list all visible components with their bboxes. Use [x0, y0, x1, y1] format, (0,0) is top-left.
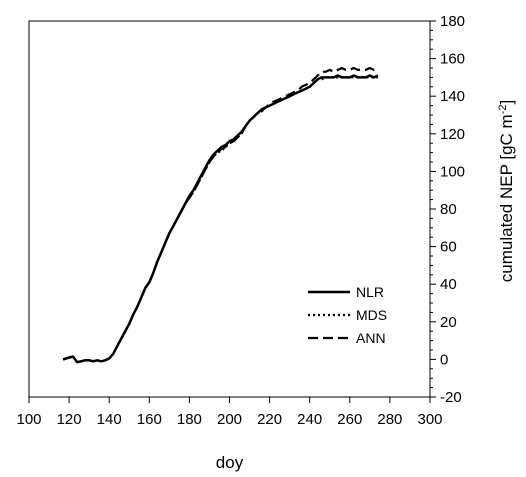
y-axis-label-superscript: -2	[497, 105, 509, 115]
legend: NLR MDS ANN	[308, 284, 387, 346]
x-tick-label: 120	[57, 411, 82, 428]
series-ann-line	[62, 66, 379, 364]
x-tick-label: 240	[297, 411, 322, 428]
y-tick-label: 60	[440, 239, 457, 256]
y-tick-label: 40	[440, 276, 457, 293]
series-nlr-line	[62, 74, 379, 364]
x-tick-label: 140	[97, 411, 122, 428]
y-tick-label: 80	[440, 201, 457, 218]
y-tick-label: 120	[440, 126, 465, 143]
y-tick-label: -20	[440, 389, 462, 406]
y-tick-label: 100	[440, 163, 465, 180]
y-tick-label: 20	[440, 314, 457, 331]
x-tick-label: 260	[337, 411, 362, 428]
x-tick-label: 300	[417, 411, 442, 428]
legend-label-ann: ANN	[356, 330, 386, 346]
x-tick-label: 100	[16, 411, 41, 428]
legend-label-mds: MDS	[356, 307, 387, 323]
legend-label-nlr: NLR	[356, 284, 384, 300]
x-axis-label: doy	[216, 453, 244, 472]
x-tick-label: 280	[377, 411, 402, 428]
y-axis: -20 0 20 40 60 80 100 120 140 160 180	[430, 13, 465, 406]
x-tick-label: 200	[217, 411, 242, 428]
x-tick-label: 160	[137, 411, 162, 428]
series-layer	[62, 66, 379, 364]
x-tick-label: 180	[177, 411, 202, 428]
y-axis-label-main: cumulated NEP [gC m	[497, 114, 516, 282]
y-tick-label: 180	[440, 13, 465, 30]
y-tick-label: 140	[440, 88, 465, 105]
series-mds-line	[62, 76, 378, 364]
x-axis: 100 120 140 160 180 200 220 240 260 280 300	[16, 397, 443, 428]
x-tick-label: 220	[257, 411, 282, 428]
y-axis-label-end: ]	[497, 100, 516, 105]
y-tick-label: 160	[440, 51, 465, 68]
y-tick-label: 0	[440, 351, 448, 368]
y-axis-label: cumulated NEP [gC m-2]	[497, 100, 516, 282]
